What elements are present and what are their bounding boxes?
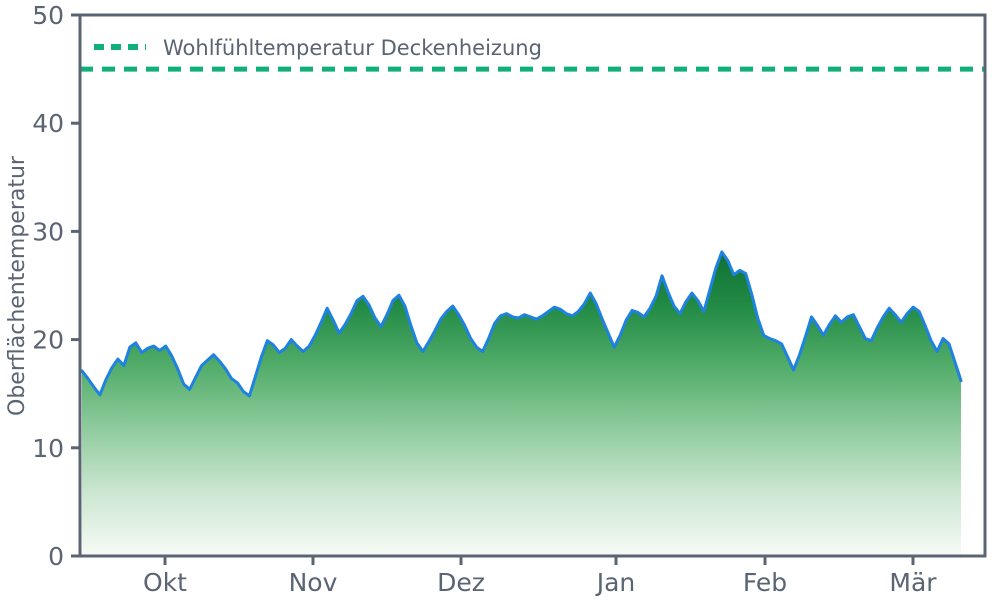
y-tick-label: 40 <box>32 109 64 138</box>
x-tick-label: Mär <box>889 568 937 597</box>
x-tick-label: Jan <box>595 568 636 597</box>
temperature-line <box>80 250 963 398</box>
y-axis-ticks: 0 10 20 30 40 50 <box>32 1 80 571</box>
x-tick-label: Okt <box>143 568 187 597</box>
y-tick-label: 50 <box>32 1 64 30</box>
axis-spines <box>78 13 987 558</box>
y-tick-label: 0 <box>48 542 64 571</box>
chart-legend: Wohlfühltemperatur Deckenheizung <box>94 36 542 60</box>
y-axis-label: Oberflächentemperatur <box>5 155 30 416</box>
legend-entry-label: Wohlfühltemperatur Deckenheizung <box>163 36 542 60</box>
x-axis-ticks: Okt Nov Dez Jan Feb Mär <box>143 556 937 597</box>
x-tick-label: Dez <box>437 568 485 597</box>
y-tick-label: 20 <box>32 326 64 355</box>
x-tick-label: Feb <box>743 568 787 597</box>
y-tick-label: 10 <box>32 434 64 463</box>
x-tick-label: Nov <box>289 568 338 597</box>
temperature-area-fill <box>82 251 961 556</box>
y-tick-label: 30 <box>32 217 64 246</box>
